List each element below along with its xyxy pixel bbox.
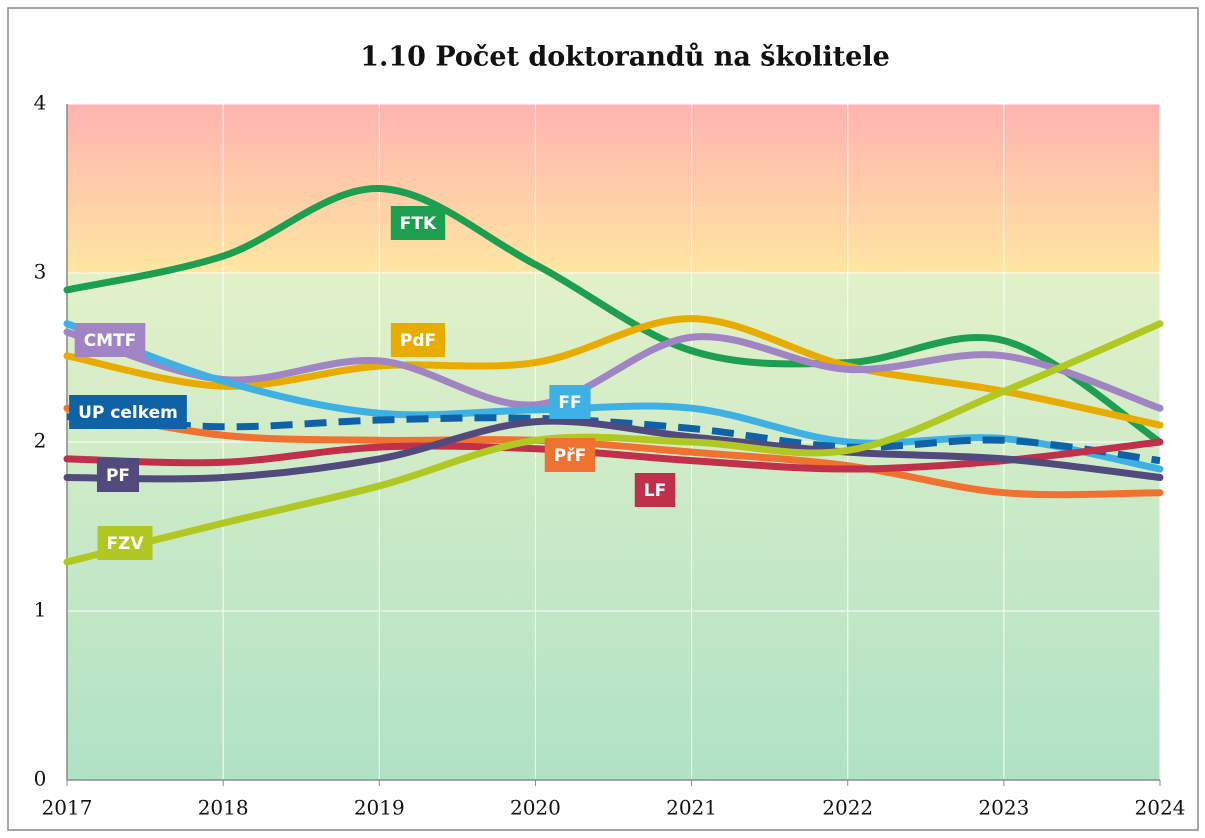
series-line [63,184,1164,446]
x-tick-label: 2024 [1135,796,1186,820]
series-label: FF [558,393,581,413]
series-label-box [634,473,676,507]
series-label: FTK [400,214,437,234]
series-label-box [69,395,187,429]
x-tick-label: 2019 [354,796,405,820]
series-label-box [390,323,446,357]
series-line [63,417,1164,483]
x-tick-label: 2022 [822,796,873,820]
x-tick-label: 2017 [42,796,93,820]
series-label-box [549,385,591,419]
x-tick-label: 2018 [198,796,249,820]
y-tick-label: 3 [34,260,47,284]
series-label: PF [106,466,130,486]
y-tick-label: 2 [34,429,47,453]
series-line [63,328,1164,412]
series-label: PřF [554,446,586,466]
y-tick-label: 1 [34,598,47,622]
series-label: CMTF [84,331,137,351]
x-tick-label: 2020 [510,796,561,820]
y-tick-label: 4 [34,91,47,115]
series-label: PdF [400,331,436,351]
x-tick-label: 2023 [978,796,1029,820]
series-label-box [96,458,140,492]
y-tick-label: 0 [34,767,47,791]
x-tick-label: 2021 [666,796,717,820]
series-line [63,438,1164,473]
chart-title: 1.10 Počet doktorandů na školitele [360,41,890,73]
series-label-box [544,438,596,472]
series-line [66,413,1161,465]
series-label: UP celkem [78,403,178,423]
series-label-box [390,206,446,240]
series-label-box [97,526,153,560]
series-label: FZV [106,534,144,554]
series-label-box [74,323,146,357]
series-line [63,320,1164,566]
series-line [63,404,1164,499]
series-label: LF [644,481,666,501]
